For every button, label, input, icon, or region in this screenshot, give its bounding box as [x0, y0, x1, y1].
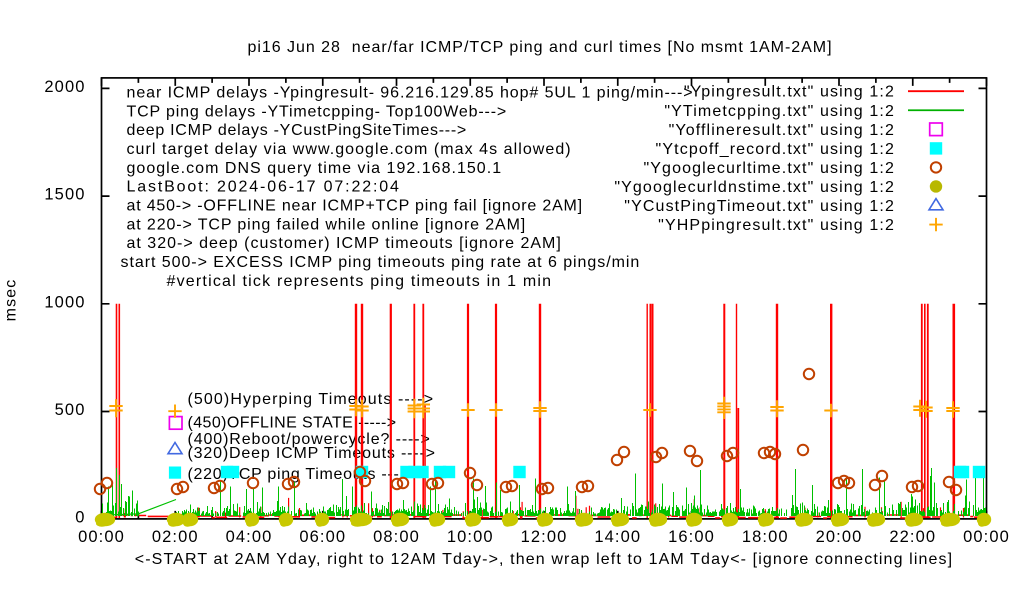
svg-text:10:00: 10:00: [447, 528, 494, 546]
svg-text:0: 0: [75, 509, 85, 527]
svg-text:2000: 2000: [44, 78, 85, 96]
svg-text:14:00: 14:00: [594, 528, 641, 546]
svg-text:500: 500: [55, 401, 86, 419]
svg-text:"Yofflineresult.txt" using 1:2: "Yofflineresult.txt" using 1:2: [669, 122, 895, 139]
svg-text:04:00: 04:00: [226, 528, 273, 546]
svg-text:(220)TCP ping Timeouts ---: (220)TCP ping Timeouts ---: [188, 466, 400, 483]
svg-text:00:00: 00:00: [963, 528, 1010, 546]
svg-text:pi16 Jun 28 near/far ICMP/TCP: pi16 Jun 28 near/far ICMP/TCP ping and c…: [248, 39, 833, 56]
svg-text:"Ygooglecurltime.txt" using 1:: "Ygooglecurltime.txt" using 1:2: [643, 160, 895, 177]
svg-text:06:00: 06:00: [299, 528, 346, 546]
svg-text:at 320-> deep (customer) ICMP: at 320-> deep (customer) ICMP timeouts […: [127, 235, 562, 252]
svg-text:08:00: 08:00: [373, 528, 420, 546]
svg-text:"YTimetcpping.txt" using 1:2: "YTimetcpping.txt" using 1:2: [664, 103, 895, 120]
svg-text:"Ytcpoff_record.txt" using 1:2: "Ytcpoff_record.txt" using 1:2: [656, 141, 895, 158]
svg-text:#vertical tick represents ping: #vertical tick represents ping timeouts …: [167, 273, 553, 290]
svg-text:<-START at 2AM Yday, right to: <-START at 2AM Yday, right to 12AM Tday-…: [135, 551, 953, 568]
svg-text:22:00: 22:00: [889, 528, 936, 546]
svg-text:"YCustPingTimeout.txt" using 1: "YCustPingTimeout.txt" using 1:2: [624, 198, 895, 215]
svg-text:02:00: 02:00: [152, 528, 199, 546]
svg-text:TCP ping delays -YTimetcpping-: TCP ping delays -YTimetcpping- Top100Web…: [127, 103, 508, 120]
svg-text:at 220-> TCP ping failed while: at 220-> TCP ping failed while online [i…: [127, 216, 527, 233]
svg-text:1000: 1000: [44, 293, 85, 311]
svg-text:(500)Hyperping Timeouts ---->: (500)Hyperping Timeouts ---->: [188, 391, 435, 408]
svg-text:curl target delay via www.goog: curl target delay via www.google.com (ma…: [127, 141, 572, 158]
svg-text:12:00: 12:00: [521, 528, 568, 546]
svg-text:18:00: 18:00: [742, 528, 789, 546]
svg-text:google.com DNS query time via: google.com DNS query time via 192.168.15…: [127, 160, 503, 177]
svg-text:near ICMP delays -Ypingresult-: near ICMP delays -Ypingresult- 96.216.12…: [127, 85, 694, 102]
svg-text:"Ygooglecurldnstime.txt" using: "Ygooglecurldnstime.txt" using 1:2: [614, 179, 895, 196]
svg-text:LastBoot: 2024-06-17 07:22:04: LastBoot: 2024-06-17 07:22:04: [127, 179, 401, 196]
svg-text:1500: 1500: [44, 186, 85, 204]
svg-text:at 450-> -OFFLINE near ICMP+TC: at 450-> -OFFLINE near ICMP+TCP ping fai…: [127, 198, 583, 215]
svg-text:(450)OFFLINE STATE ----->: (450)OFFLINE STATE ----->: [188, 414, 397, 431]
svg-text:20:00: 20:00: [816, 528, 863, 546]
svg-text:msec: msec: [3, 279, 20, 322]
svg-text:"YHPpingresult.txt" using 1:2: "YHPpingresult.txt" using 1:2: [658, 217, 895, 234]
svg-text:16:00: 16:00: [668, 528, 715, 546]
svg-text:00:00: 00:00: [78, 528, 125, 546]
svg-text:deep ICMP delays -YCustPingSit: deep ICMP delays -YCustPingSiteTimes--->: [127, 122, 467, 139]
svg-text:(400)Reboot/powercycle? ---->: (400)Reboot/powercycle? ---->: [188, 431, 431, 448]
svg-text:start 500-> EXCESS ICMP ping t: start 500-> EXCESS ICMP ping timeouts pi…: [121, 254, 641, 271]
svg-text:"Ypingresult.txt" using 1:2: "Ypingresult.txt" using 1:2: [684, 84, 895, 101]
svg-text:(320)Deep ICMP Timeouts ---->: (320)Deep ICMP Timeouts ---->: [188, 445, 436, 462]
